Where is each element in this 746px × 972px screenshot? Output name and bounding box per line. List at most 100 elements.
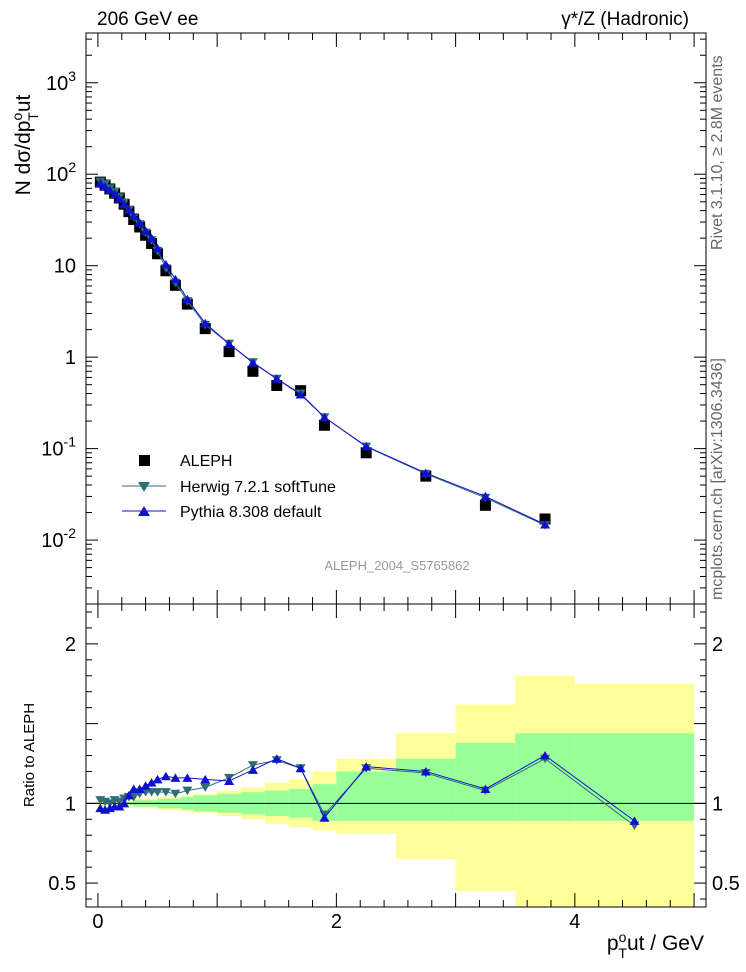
- pythia-point: [319, 412, 330, 422]
- pythia-point: [114, 194, 125, 203]
- ratio-x-tick-label: 0: [92, 911, 103, 933]
- herwig-ratio-point: [200, 783, 211, 792]
- legend-pythia-label: Pythia 8.308 default: [180, 504, 322, 521]
- aleph-point: [479, 499, 491, 511]
- aleph-point: [223, 346, 235, 358]
- aleph-point: [247, 365, 259, 377]
- pythia-point: [247, 358, 258, 367]
- pythia-ratio-point: [123, 790, 134, 800]
- herwig-ratio-point: [170, 789, 181, 799]
- pythia-ratio-point: [134, 784, 145, 793]
- herwig-ratio-point: [104, 799, 115, 808]
- pythia-ratio-point: [200, 774, 211, 784]
- pythia-point: [200, 318, 211, 328]
- herwig-line: [100, 181, 546, 526]
- aleph-point: [271, 379, 283, 391]
- pythia-ratio-point: [119, 798, 130, 808]
- ratio-y-tick-label-right: 1: [712, 793, 723, 815]
- legend-aleph-marker: [139, 455, 150, 466]
- pythia-point: [540, 519, 551, 529]
- pythia-point: [420, 468, 431, 478]
- pythia-point: [146, 233, 157, 243]
- pythia-ratio-point: [271, 754, 282, 763]
- pythia-point: [128, 211, 139, 220]
- pythia-point: [109, 189, 120, 198]
- pythia-point: [182, 294, 193, 304]
- pythia-ratio-point: [114, 802, 125, 811]
- ratio-band-inner: [336, 771, 396, 821]
- legend-pythia-marker: [138, 506, 150, 516]
- ratio-band-inner: [515, 733, 575, 821]
- pythia-point: [271, 374, 282, 383]
- pythia-point: [100, 182, 111, 191]
- pythia-ratio-point: [160, 771, 171, 781]
- main-y-tick-label: 102: [46, 159, 76, 186]
- main-y-axis-label: N dσ/dpoTut: [9, 94, 41, 195]
- legend-aleph-label: ALEPH: [180, 453, 232, 470]
- pythia-point: [480, 491, 491, 501]
- aleph-point: [539, 513, 551, 525]
- main-panel: 10-2 10-1 1 10 102 103 N dσ/dpoTut ALEPH_2004…: [9, 32, 707, 605]
- pythia-line: [100, 182, 546, 525]
- pythia-point: [170, 274, 181, 284]
- ratio-x-tick-label: 2: [331, 911, 342, 933]
- aleph-point: [360, 447, 372, 459]
- main-y-tick-label: 103: [46, 68, 76, 95]
- main-y-tick-label: 10: [54, 256, 76, 278]
- pythia-ratio-point: [140, 781, 151, 790]
- ratio-panel: 0.5 0.5 1 1 2 2 0 2 4 Ratio to ALEPH po Tut / Ge…: [21, 603, 740, 961]
- pythia-ratio-point: [629, 816, 640, 825]
- pythia-ratio-point: [480, 784, 491, 793]
- header-right-label: γ*/Z (Hadronic): [561, 9, 689, 30]
- rivet-version-label: Rivet 3.1.10, ≥ 2.8M events: [709, 55, 726, 250]
- herwig-ratio-point: [182, 786, 193, 796]
- legend-herwig-label: Herwig 7.2.1 softTune: [180, 479, 336, 496]
- pythia-ratio-point: [146, 778, 157, 787]
- ratio-band-inner: [312, 784, 337, 821]
- ratio-band-inner: [574, 733, 695, 821]
- legend-herwig-marker: [138, 482, 150, 492]
- pythia-point: [361, 441, 372, 451]
- x-axis-label: po Tut / GeV: [607, 929, 704, 961]
- pythia-ratio-point: [224, 776, 235, 786]
- pythia-ratio-point: [247, 765, 258, 774]
- pythia-point: [104, 185, 115, 195]
- pythia-ratio-point: [170, 773, 181, 782]
- mcplots-label: mcplots.cern.ch [arXiv:1306.3436]: [709, 358, 726, 600]
- pythia-ratio-point: [182, 773, 193, 782]
- pythia-point: [140, 226, 151, 235]
- herwig-ratio-point: [247, 761, 258, 770]
- herwig-ratio-point: [160, 788, 171, 797]
- pythia-point: [123, 205, 134, 214]
- ratio-y-tick-label-right: 2: [712, 634, 723, 656]
- ratio-y-tick-label: 0.5: [48, 873, 76, 895]
- main-y-tick-label: 1: [65, 347, 76, 369]
- pythia-point: [119, 199, 130, 209]
- pythia-point: [224, 339, 235, 348]
- pythia-point: [295, 390, 306, 399]
- analysis-id-label: ALEPH_2004_S5765862: [324, 558, 469, 573]
- pythia-point: [160, 260, 171, 269]
- header-left-label: 206 GeV ee: [97, 9, 198, 30]
- herwig-ratio-point: [152, 788, 163, 797]
- pythia-ratio-point: [295, 763, 306, 773]
- pythia-point: [152, 243, 163, 253]
- ratio-y-tick-label-right: 0.5: [712, 873, 740, 895]
- ratio-x-tick-label: 4: [569, 911, 580, 933]
- ratio-y-axis-label: Ratio to ALEPH: [21, 703, 38, 807]
- ratio-y-tick-label: 2: [65, 634, 76, 656]
- legend: ALEPH Herwig 7.2.1 softTune Pythia 8.308…: [122, 453, 336, 521]
- herwig-ratio-point: [114, 797, 125, 807]
- pythia-point: [134, 218, 145, 227]
- main-frame: [85, 32, 707, 605]
- pythia-ratio-point: [152, 774, 163, 784]
- pythia-ratio-point: [420, 766, 431, 776]
- pythia-point: [95, 178, 106, 188]
- aleph-point: [318, 419, 330, 431]
- pythia-ratio-point: [540, 751, 551, 760]
- main-y-tick-label: 10-1: [41, 434, 76, 461]
- main-y-tick-label: 10-2: [41, 525, 76, 552]
- ratio-y-tick-label: 1: [65, 793, 76, 815]
- pythia-ratio-point: [319, 813, 330, 822]
